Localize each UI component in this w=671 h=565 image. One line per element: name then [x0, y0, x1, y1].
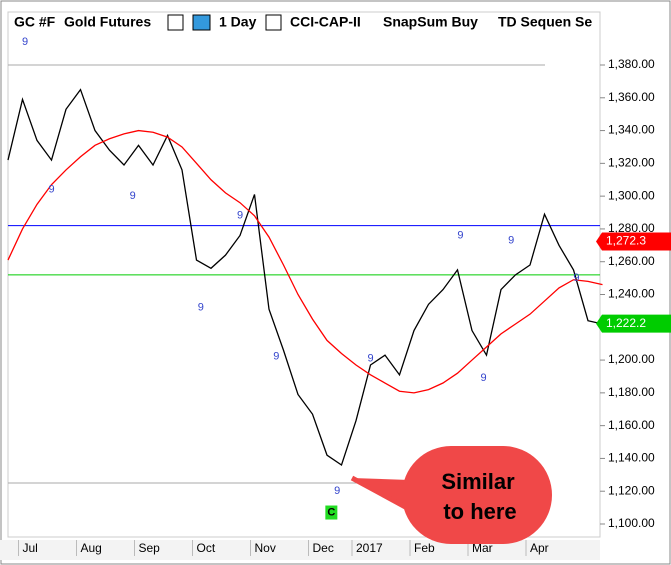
- price-label-box: [596, 232, 671, 251]
- x-tick-label: Apr: [530, 541, 549, 555]
- td-count: 9: [237, 210, 243, 222]
- td-count: 9: [334, 485, 340, 497]
- price-label: 1,272.3: [606, 234, 646, 248]
- callout-text: to here: [443, 499, 516, 524]
- td-count: 9: [198, 302, 204, 314]
- x-tick-label: Nov: [255, 541, 276, 555]
- callout-text: Similar: [441, 469, 515, 494]
- x-axis-bar: [0, 540, 600, 560]
- y-tick-label: 1,260.00: [608, 254, 655, 268]
- interval[interactable]: 1 Day: [219, 14, 257, 30]
- callout: Similar to here: [350, 446, 552, 544]
- y-tick-label: 1,180.00: [608, 385, 655, 399]
- y-tick-label: 1,300.00: [608, 188, 655, 202]
- series-line: [7, 129, 603, 394]
- marker-text: C: [327, 506, 335, 518]
- price-label: 1,222.2: [606, 316, 646, 330]
- dropdown[interactable]: [265, 14, 282, 31]
- marker-box: [325, 505, 338, 520]
- y-tick-label: 1,140.00: [608, 451, 655, 465]
- x-tick-label: Dec: [313, 541, 334, 555]
- indicator[interactable]: SnapSum Buy: [383, 14, 478, 30]
- callout-bubble: [402, 446, 552, 544]
- y-tick-label: 1,100.00: [608, 516, 655, 530]
- count: 9: [22, 36, 28, 48]
- plot: 1,100.00 1,120.00 1,140.00 1,160.00 1,180.00…: [7, 57, 671, 556]
- y-tick-label: 1,280.00: [608, 221, 655, 235]
- td-count: 9: [273, 351, 279, 363]
- td-count: 9: [573, 272, 579, 284]
- instrument: Gold Futures: [64, 14, 151, 30]
- y-tick-label: 1,160.00: [608, 418, 655, 432]
- y-tick-label: 1,340.00: [608, 123, 655, 137]
- x-tick-label: Mar: [472, 541, 493, 555]
- x-tick-label: Oct: [197, 541, 216, 555]
- td-count: 9: [48, 183, 54, 195]
- y-tick-label: 1,240.00: [608, 287, 655, 301]
- price-label-box: [596, 314, 671, 333]
- x-tick-label: Aug: [81, 541, 102, 555]
- indicator[interactable]: CCI-CAP-II: [290, 14, 361, 30]
- x-tick-label: 2017: [356, 541, 383, 555]
- x-tick-label: Jul: [23, 541, 38, 555]
- symbol: GC #F: [14, 14, 56, 30]
- y-tick-label: 1,200.00: [608, 352, 655, 366]
- y-tick-label: 1,320.00: [608, 156, 655, 170]
- td-count: 9: [508, 234, 514, 246]
- dropdown[interactable]: [167, 14, 184, 31]
- toolbar: GC #F Gold Futures 1 Day CCI-CAP-II Snap…: [14, 14, 592, 48]
- y-tick-label: 1,360.00: [608, 90, 655, 104]
- y-tick-label: 1,380.00: [608, 57, 655, 71]
- series-line: [7, 88, 603, 467]
- y-tick-label: 1,120.00: [608, 483, 655, 497]
- x-tick-label: Feb: [414, 541, 435, 555]
- indicator[interactable]: TD Sequen Se: [498, 14, 592, 30]
- td-count: 9: [481, 372, 487, 384]
- interval-button[interactable]: [192, 14, 211, 31]
- td-count: 9: [367, 352, 373, 364]
- td-count: 9: [457, 229, 463, 241]
- td-count: 9: [130, 190, 136, 202]
- x-tick-label: Sep: [139, 541, 161, 555]
